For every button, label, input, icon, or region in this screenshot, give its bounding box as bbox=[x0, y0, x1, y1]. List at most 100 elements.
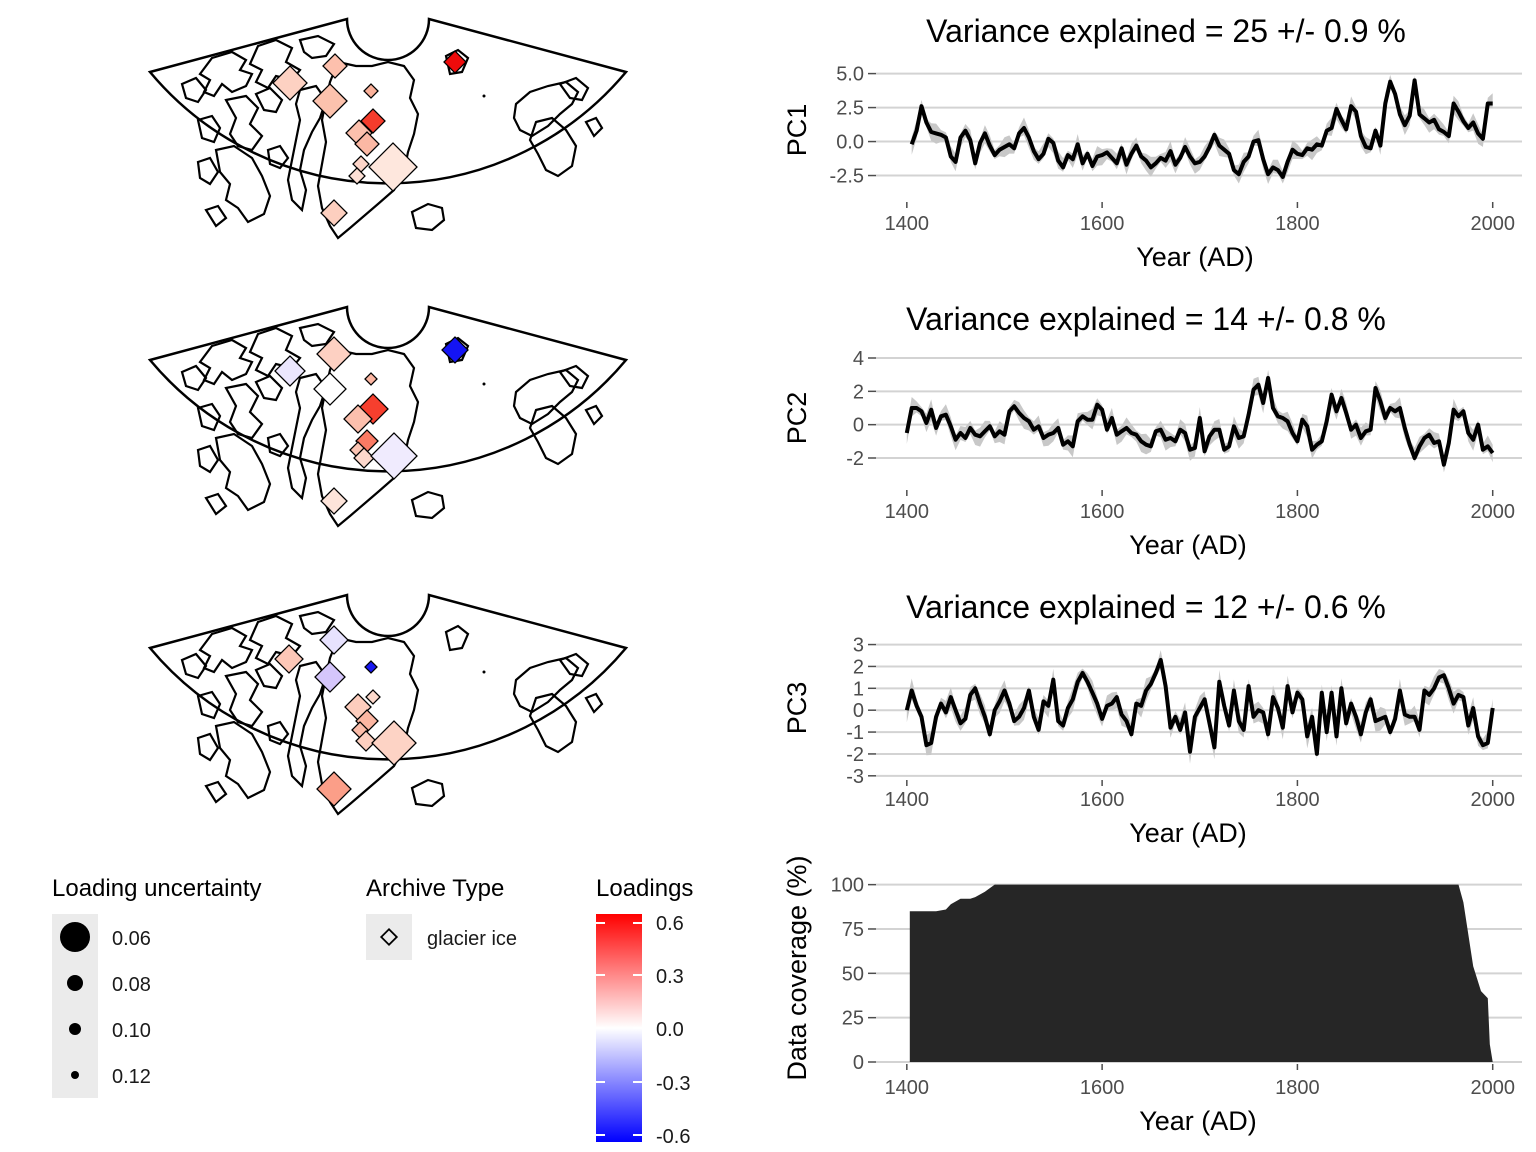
glacier-ice-site-marker bbox=[274, 644, 304, 674]
legend-label: 0.10 bbox=[112, 1020, 151, 1042]
y-tick-label: 0 bbox=[853, 1052, 864, 1074]
x-tick-label: 2000 bbox=[1470, 789, 1515, 811]
legend-label: 0.08 bbox=[112, 974, 151, 996]
glacier-ice-site-marker bbox=[363, 83, 379, 99]
x-tick-label: 1800 bbox=[1275, 1077, 1320, 1099]
map-boundary bbox=[147, 593, 629, 761]
x-tick-label: 1400 bbox=[885, 1077, 930, 1099]
y-tick-label: 2.5 bbox=[836, 98, 864, 120]
glacier-ice-site-marker bbox=[319, 625, 349, 655]
polar-map-2 bbox=[147, 305, 629, 528]
loading-markers-1 bbox=[272, 50, 467, 227]
pc-series-line bbox=[909, 78, 1493, 179]
panel-title: Variance explained = 25 +/- 0.9 % bbox=[926, 13, 1406, 49]
legend-label: 0.06 bbox=[112, 928, 151, 950]
x-tick-label: 2000 bbox=[1470, 501, 1515, 523]
y-tick-label: 75 bbox=[842, 919, 864, 941]
y-tick-label: 100 bbox=[831, 875, 864, 897]
legend-label: 0.12 bbox=[112, 1066, 151, 1088]
y-axis-title: PC1 bbox=[782, 104, 812, 157]
glacier-ice-site-marker bbox=[364, 660, 378, 674]
archive-type-legend: Archive Type glacier ice bbox=[366, 875, 517, 960]
y-tick-label: 5.0 bbox=[836, 64, 864, 86]
loadings-colorbar-legend: Loadings 0.6 0.3 0.0 -0.3 -0.6 bbox=[596, 875, 693, 1148]
glacier-ice-site-marker bbox=[316, 336, 352, 372]
x-tick-label: 1600 bbox=[1080, 501, 1125, 523]
glacier-ice-site-marker bbox=[354, 131, 380, 157]
glacier-ice-site-marker bbox=[343, 404, 373, 434]
glacier-ice-site-marker bbox=[365, 689, 381, 705]
uncertainty-band bbox=[911, 74, 1493, 184]
glacier-ice-site-marker bbox=[371, 720, 417, 766]
y-tick-label: -2 bbox=[846, 744, 864, 766]
size-key-0.06 bbox=[60, 922, 90, 952]
pc-series-line bbox=[904, 657, 1495, 756]
y-tick-label: -1 bbox=[846, 722, 864, 744]
y-tick-label: -2.5 bbox=[830, 166, 864, 188]
y-axis-title: PC2 bbox=[782, 392, 812, 445]
y-axis-title: PC3 bbox=[782, 682, 812, 735]
y-tick-label: 0 bbox=[853, 415, 864, 437]
x-tick-label: 2000 bbox=[1470, 1077, 1515, 1099]
x-axis-title: Year (AD) bbox=[1139, 1106, 1257, 1136]
glacier-ice-site-marker bbox=[355, 730, 377, 752]
glacier-ice-site-marker bbox=[370, 432, 418, 480]
pc-panel-2: 4 2 0 -2 1400 1600 1800 2000 Variance explained … bbox=[782, 301, 1522, 560]
glacier-ice-site-marker bbox=[314, 661, 346, 693]
x-tick-label: 1600 bbox=[1080, 789, 1125, 811]
legend-title-archive: Archive Type bbox=[366, 875, 504, 902]
coverage-area bbox=[909, 884, 1493, 1062]
x-tick-label: 1400 bbox=[885, 213, 930, 235]
glacier-ice-site-marker bbox=[353, 447, 375, 469]
glacier-ice-site-marker bbox=[364, 372, 378, 386]
x-tick-label: 1800 bbox=[1275, 501, 1320, 523]
glacier-ice-site-marker bbox=[443, 50, 467, 74]
y-tick-label: 50 bbox=[842, 963, 864, 985]
x-tick-label: 2000 bbox=[1470, 213, 1515, 235]
y-tick-label: 2 bbox=[853, 656, 864, 678]
y-tick-label: 0.0 bbox=[836, 132, 864, 154]
glacier-ice-site-marker bbox=[441, 336, 469, 364]
legend-title-loadings: Loadings bbox=[596, 875, 693, 902]
colorbar-label: 0.6 bbox=[656, 913, 684, 935]
colorbar-label: 0.0 bbox=[656, 1019, 684, 1041]
legend-key-background bbox=[366, 914, 412, 960]
y-tick-label: 3 bbox=[853, 635, 864, 657]
glacier-ice-site-marker bbox=[272, 65, 308, 101]
pc-panel-1: 5.0 2.5 0.0 -2.5 1400 1600 1800 2000 Variance ex… bbox=[782, 13, 1522, 272]
x-tick-label: 1600 bbox=[1080, 213, 1125, 235]
colorbar-label: -0.3 bbox=[656, 1073, 690, 1095]
y-tick-label: 25 bbox=[842, 1008, 864, 1030]
x-axis-title: Year (AD) bbox=[1129, 530, 1247, 560]
glacier-ice-site-marker bbox=[312, 83, 348, 119]
glacier-ice-site-marker bbox=[368, 142, 418, 192]
glacier-ice-site-marker bbox=[320, 487, 348, 515]
legend-label: glacier ice bbox=[427, 928, 517, 950]
y-axis-title: Data coverage (%) bbox=[782, 855, 812, 1080]
loading-markers-2 bbox=[274, 336, 469, 515]
map-boundary bbox=[147, 17, 629, 185]
polar-map-1 bbox=[147, 17, 629, 240]
glacier-ice-site-marker bbox=[274, 355, 306, 387]
glacier-ice-site-marker bbox=[360, 108, 386, 134]
legend-title-uncertainty: Loading uncertainty bbox=[52, 875, 261, 902]
x-tick-label: 1400 bbox=[885, 789, 930, 811]
glacier-ice-site-marker bbox=[313, 372, 347, 406]
y-tick-label: -3 bbox=[846, 766, 864, 788]
map-boundary bbox=[147, 305, 629, 473]
y-tick-label: 0 bbox=[853, 700, 864, 722]
size-key-0.12 bbox=[71, 1071, 79, 1079]
y-tick-label: 4 bbox=[853, 348, 864, 370]
glacier-ice-site-marker bbox=[320, 199, 348, 227]
size-key-0.08 bbox=[67, 975, 83, 991]
glacier-ice-site-marker bbox=[322, 53, 348, 79]
pc-panel-4: 100 75 50 25 0 1400 1600 1800 2000 Year (AD) Data … bbox=[782, 855, 1522, 1136]
x-tick-label: 1400 bbox=[885, 501, 930, 523]
x-axis-title: Year (AD) bbox=[1129, 818, 1247, 848]
x-tick-label: 1800 bbox=[1275, 789, 1320, 811]
colorbar-label: -0.6 bbox=[656, 1126, 690, 1148]
polar-map-3 bbox=[147, 593, 629, 816]
